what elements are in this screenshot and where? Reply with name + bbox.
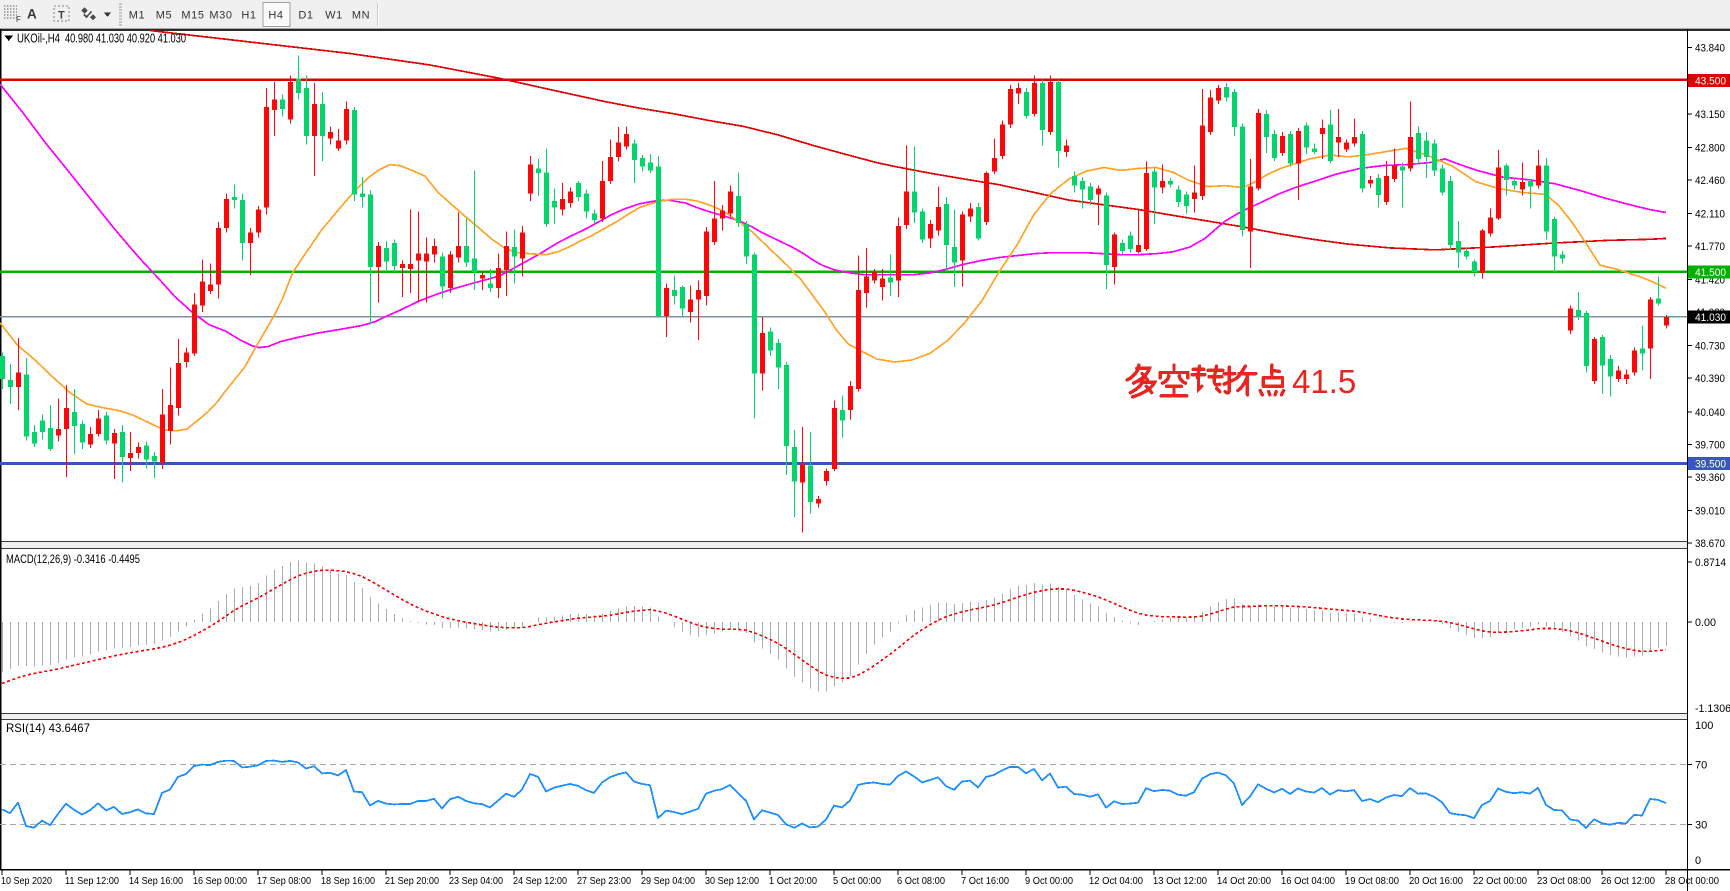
svg-text:5 Oct 00:00: 5 Oct 00:00 bbox=[833, 875, 881, 887]
svg-text:40.730: 40.730 bbox=[1695, 341, 1725, 353]
svg-text:H4: H4 bbox=[268, 10, 283, 22]
svg-text:0.00: 0.00 bbox=[1695, 617, 1716, 629]
svg-text:41.030: 41.030 bbox=[1695, 312, 1726, 324]
svg-text:MN: MN bbox=[352, 10, 370, 22]
svg-text:M15: M15 bbox=[181, 10, 204, 22]
svg-text:30: 30 bbox=[1695, 820, 1707, 832]
svg-text:43.150: 43.150 bbox=[1695, 109, 1725, 121]
svg-text:27 Sep 23:00: 27 Sep 23:00 bbox=[577, 875, 631, 887]
svg-text:26 Oct 12:00: 26 Oct 12:00 bbox=[1601, 875, 1655, 887]
svg-text:16 Oct 04:00: 16 Oct 04:00 bbox=[1281, 875, 1335, 887]
svg-text:23 Sep 04:00: 23 Sep 04:00 bbox=[449, 875, 503, 887]
svg-text:42.110: 42.110 bbox=[1695, 209, 1725, 221]
svg-text:D1: D1 bbox=[298, 10, 313, 22]
svg-text:28 Oct 00:00: 28 Oct 00:00 bbox=[1665, 875, 1719, 887]
svg-text:F: F bbox=[16, 15, 21, 24]
svg-text:24 Sep 12:00: 24 Sep 12:00 bbox=[513, 875, 567, 887]
svg-text:42.460: 42.460 bbox=[1695, 175, 1725, 187]
svg-text:70: 70 bbox=[1695, 759, 1707, 771]
svg-text:29 Sep 04:00: 29 Sep 04:00 bbox=[641, 875, 695, 887]
svg-text:21 Sep 20:00: 21 Sep 20:00 bbox=[385, 875, 439, 887]
svg-text:A: A bbox=[27, 7, 37, 22]
svg-text:9 Oct 00:00: 9 Oct 00:00 bbox=[1025, 875, 1073, 887]
svg-text:1 Oct 20:00: 1 Oct 20:00 bbox=[769, 875, 817, 887]
svg-text:-1.1306: -1.1306 bbox=[1695, 703, 1730, 715]
svg-text:13 Oct 12:00: 13 Oct 12:00 bbox=[1153, 875, 1207, 887]
svg-text:100: 100 bbox=[1695, 720, 1713, 732]
svg-text:11 Sep 12:00: 11 Sep 12:00 bbox=[65, 875, 119, 887]
svg-text:M30: M30 bbox=[209, 10, 232, 22]
svg-text:23 Oct 08:00: 23 Oct 08:00 bbox=[1537, 875, 1591, 887]
svg-text:22 Oct 00:00: 22 Oct 00:00 bbox=[1473, 875, 1527, 887]
svg-text:42.800: 42.800 bbox=[1695, 142, 1725, 154]
svg-text:19 Oct 08:00: 19 Oct 08:00 bbox=[1345, 875, 1399, 887]
svg-text:RSI(14) 43.6467: RSI(14) 43.6467 bbox=[6, 721, 90, 735]
svg-text:39.700: 39.700 bbox=[1695, 439, 1725, 451]
svg-text:40.390: 40.390 bbox=[1695, 373, 1725, 385]
svg-text:39.360: 39.360 bbox=[1695, 472, 1725, 484]
svg-text:MACD(12,26,9) -0.3416 -0.4495: MACD(12,26,9) -0.3416 -0.4495 bbox=[6, 552, 140, 566]
svg-text:W1: W1 bbox=[325, 10, 343, 22]
svg-text:20 Oct 16:00: 20 Oct 16:00 bbox=[1409, 875, 1463, 887]
svg-text:16 Sep 00:00: 16 Sep 00:00 bbox=[193, 875, 247, 887]
svg-text:M1: M1 bbox=[129, 10, 145, 22]
svg-text:UKOil-,H4: UKOil-,H4 bbox=[17, 31, 60, 46]
svg-text:10 Sep 2020: 10 Sep 2020 bbox=[1, 875, 52, 887]
svg-text:41.500: 41.500 bbox=[1695, 267, 1726, 279]
svg-text:40.040: 40.040 bbox=[1695, 407, 1725, 419]
svg-text:12 Oct 04:00: 12 Oct 04:00 bbox=[1089, 875, 1143, 887]
svg-text:41.770: 41.770 bbox=[1695, 241, 1725, 253]
svg-text:43.840: 43.840 bbox=[1695, 43, 1725, 55]
svg-text:40.980 41.030 40.920 41.030: 40.980 41.030 40.920 41.030 bbox=[65, 31, 186, 46]
svg-text:14 Sep 16:00: 14 Sep 16:00 bbox=[129, 875, 183, 887]
svg-text:0: 0 bbox=[1695, 855, 1701, 867]
svg-text:M5: M5 bbox=[156, 10, 172, 22]
svg-text:17 Sep 08:00: 17 Sep 08:00 bbox=[257, 875, 311, 887]
svg-text:0.8714: 0.8714 bbox=[1695, 557, 1726, 569]
svg-text:39.010: 39.010 bbox=[1695, 505, 1725, 517]
svg-text:7 Oct 16:00: 7 Oct 16:00 bbox=[961, 875, 1009, 887]
svg-text:30 Sep 12:00: 30 Sep 12:00 bbox=[705, 875, 759, 887]
svg-text:6 Oct 08:00: 6 Oct 08:00 bbox=[897, 875, 945, 887]
svg-text:14 Oct 20:00: 14 Oct 20:00 bbox=[1217, 875, 1271, 887]
svg-text:T: T bbox=[58, 10, 65, 22]
svg-text:43.500: 43.500 bbox=[1695, 75, 1726, 87]
svg-text:38.670: 38.670 bbox=[1695, 538, 1725, 550]
svg-text:18 Sep 16:00: 18 Sep 16:00 bbox=[321, 875, 375, 887]
svg-text:39.500: 39.500 bbox=[1695, 459, 1726, 471]
svg-text:41.5: 41.5 bbox=[1292, 363, 1356, 400]
svg-text:H1: H1 bbox=[241, 10, 256, 22]
